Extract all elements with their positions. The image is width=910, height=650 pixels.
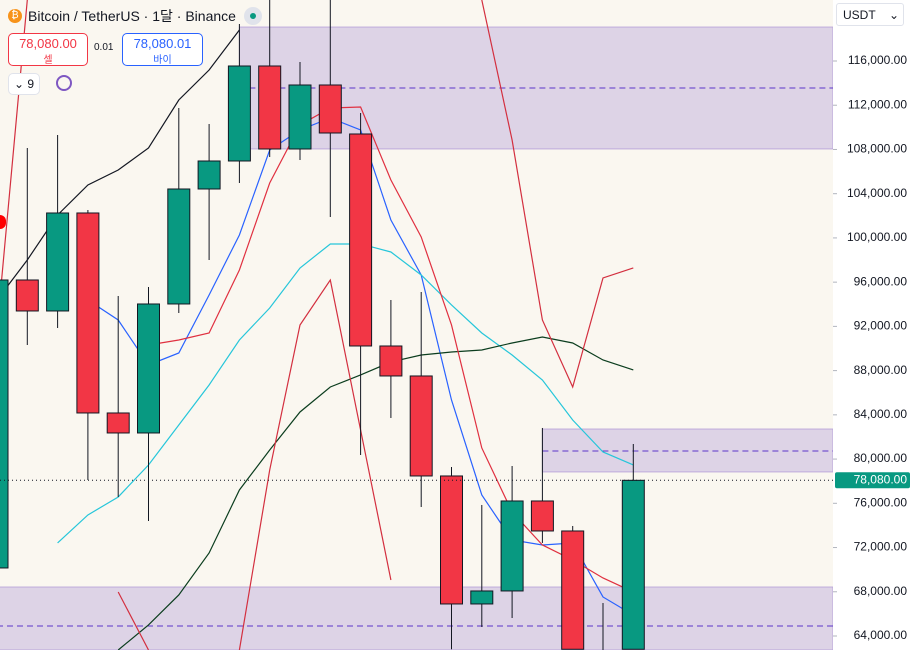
candle-body [318,84,342,134]
plot-area [0,0,833,650]
currency: USDT [843,8,876,22]
candle-body [349,133,373,347]
candle-body [500,500,524,592]
y-tick-label: 72,000.00 [854,540,908,554]
buy-button[interactable]: 78,080.01 바이 [122,33,203,66]
indicator-toggle[interactable]: ⌄ 9 [8,73,40,95]
y-tick-label: 92,000.00 [854,319,908,333]
sell-label: 셀 [43,55,53,66]
candle-body [561,530,585,650]
y-tick-label: 104,000.00 [847,186,907,200]
candle-body [197,160,221,190]
sell-button[interactable]: 78,080.00 셀 [8,33,88,66]
spread: 0.01 [94,42,114,53]
candle-body [76,212,100,414]
symbol-header: ₿ Bitcoin / TetherUS · 1달 · Binance [8,6,262,26]
y-tick-label: 68,000.00 [854,584,908,598]
y-tick-label: 80,000.00 [854,451,908,465]
candle-body [227,65,251,162]
coin-icon: ₿ [8,9,22,23]
candle-body [258,65,282,150]
y-tick-label: 64,000.00 [854,628,908,642]
alert-marker [0,215,6,229]
y-tick-label: 84,000.00 [854,407,908,421]
y-tick-label: 112,000.00 [848,97,907,111]
y-tick-label: 96,000.00 [854,274,908,288]
y-tick-label: 100,000.00 [847,230,907,244]
y-tick-label: 116,000.00 [848,53,907,67]
candle-body [137,303,160,434]
indicator-line [0,29,240,298]
indicator-line [117,336,634,650]
sell-price: 78,080.00 [19,36,77,51]
candle-body [288,84,312,150]
candle-body [0,279,9,569]
candle-body [379,345,403,377]
y-tick-label: 108,000.00 [847,142,907,156]
price-axis [833,0,910,650]
candle-body [106,412,130,434]
candle-body [470,590,494,605]
candle-body [15,279,39,312]
symbol-title: Bitcoin / TetherUS · 1달 · Binance [28,8,236,24]
indicator-count: 9 [27,77,35,91]
indicator-line [148,106,634,593]
candle-body [409,375,433,477]
zone [0,586,833,650]
refresh-icon[interactable] [56,75,72,91]
candle-body [440,475,463,605]
candle-body [167,188,191,305]
buy-price: 78,080.01 [133,36,192,51]
last-price-tag [835,472,910,489]
candle-body [46,212,70,312]
candle-body [530,500,554,532]
last-price-label: 78,080.00 [854,472,908,486]
axis: 64,000.00 68,000.00 72,000.00 76,000.00 80,0… [833,53,910,642]
indicator-line [57,243,634,544]
currency-select[interactable]: USDT ⌄ [836,3,904,26]
buy-label: 바이 [153,55,172,66]
y-tick-label: 88,000.00 [854,363,908,377]
indicator-line [0,0,634,650]
candle-body [621,479,645,650]
y-tick-label: 76,000.00 [854,495,908,509]
status-icon [243,7,262,25]
